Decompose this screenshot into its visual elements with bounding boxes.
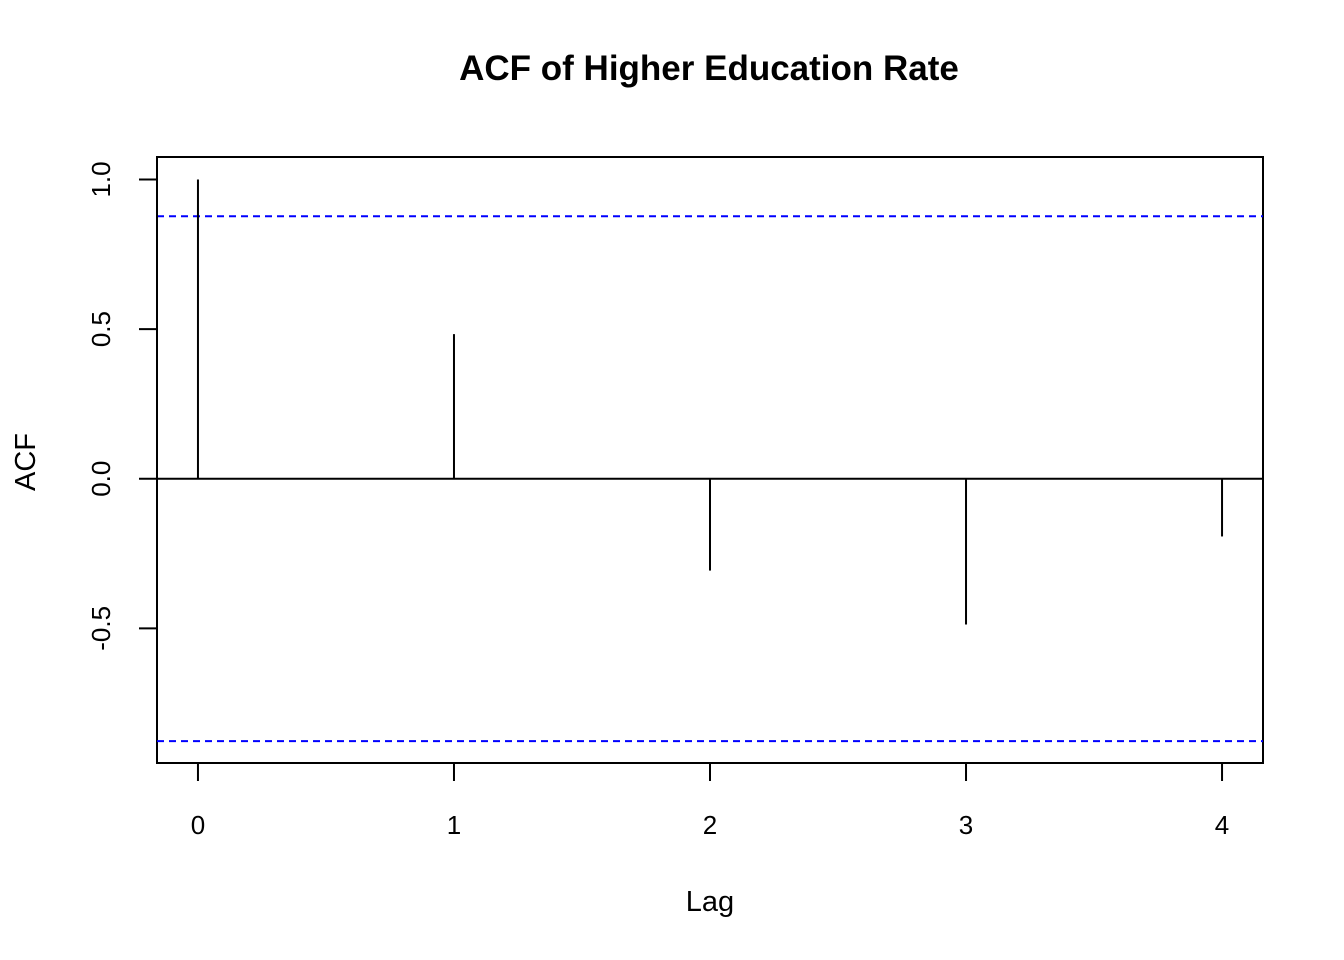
x-tick-label: 2 (703, 810, 717, 840)
x-axis-label: Lag (686, 886, 734, 918)
x-tick-label: 4 (1215, 810, 1229, 840)
x-axis: 0 1 2 3 4 (191, 762, 1229, 840)
y-tick-label: -0.5 (86, 606, 116, 651)
chart-title: ACF of Higher Education Rate (459, 49, 959, 88)
confidence-lines (157, 215, 1263, 743)
x-tick-label: 1 (447, 810, 461, 840)
acf-bars (196, 179, 1224, 625)
y-tick-label: 0.0 (86, 461, 116, 497)
x-tick-label: 3 (959, 810, 973, 840)
y-axis-label: ACF (10, 433, 42, 491)
x-tick-label: 0 (191, 810, 205, 840)
plot-frame (156, 156, 1264, 764)
y-tick-label: 0.5 (86, 311, 116, 347)
y-tick-label: 1.0 (86, 161, 116, 197)
y-axis: -0.5 0.0 0.5 1.0 (86, 161, 158, 651)
